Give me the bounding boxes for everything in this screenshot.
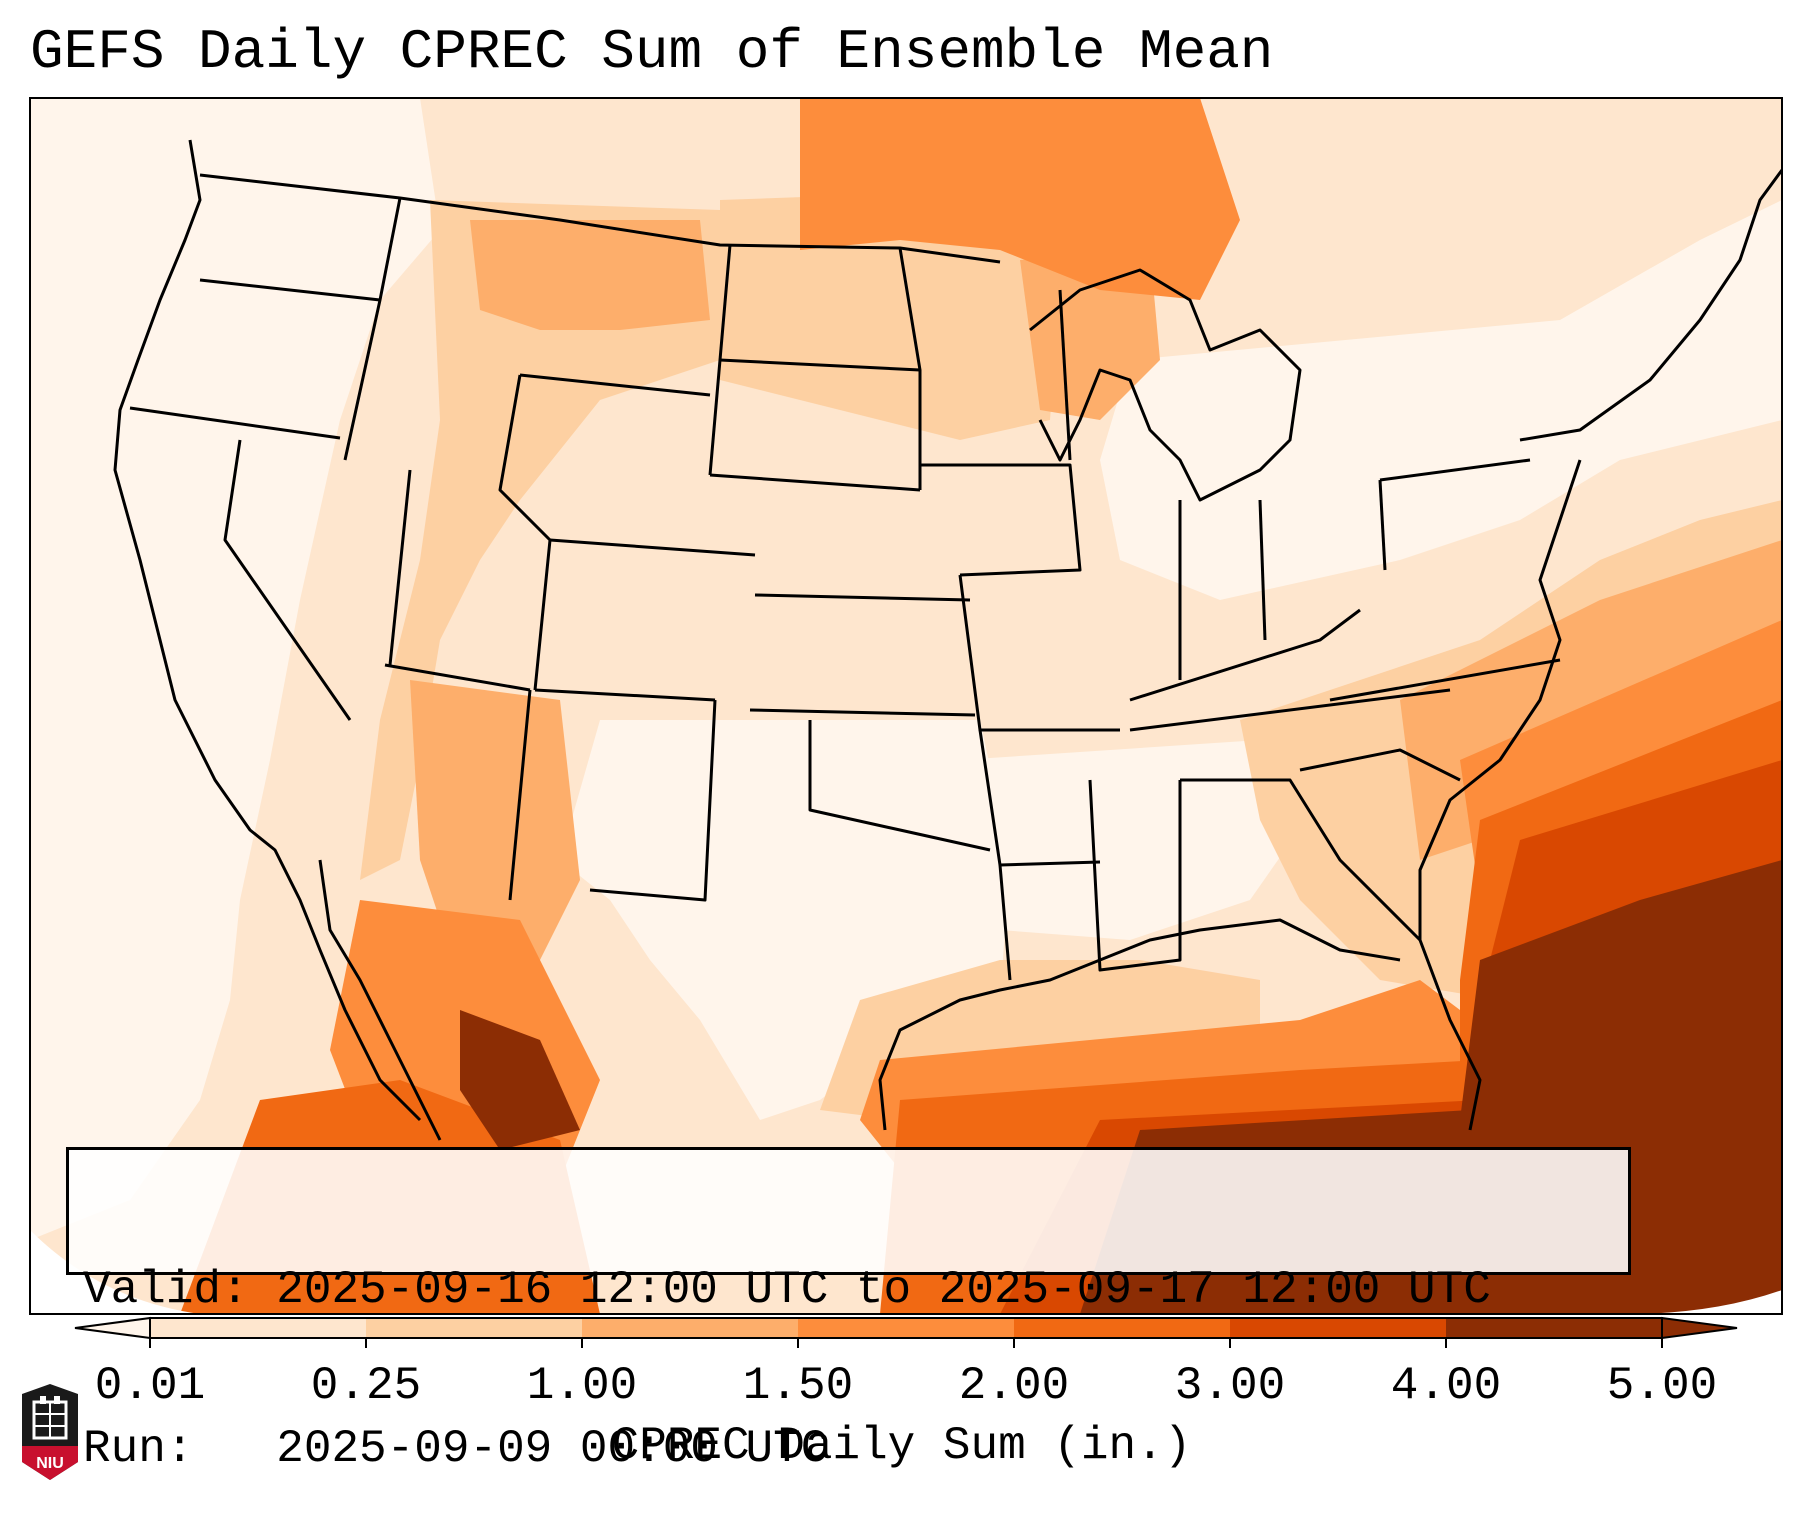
state-line-wa-or (199, 278, 381, 302)
state-line-ok-tx (808, 720, 991, 852)
precip-area-lightest-northeast (1100, 200, 1782, 600)
state-line-sd-ne (709, 473, 921, 492)
state-line-oh-pa (1378, 479, 1387, 571)
state-line-ky (1129, 608, 1361, 702)
state-line-mt-nd (708, 244, 732, 476)
coastline-east (1418, 459, 1582, 1131)
colorbar-tick-label: 0.01 (95, 1360, 205, 1412)
state-line-nv-ut (388, 469, 412, 666)
precip-area-lightest-west (30, 98, 440, 1240)
coastline-northeast (1519, 169, 1782, 442)
colorbar-label: CPREC Daily Sum (in.) (611, 1420, 1192, 1472)
state-line-nd-sd (719, 358, 921, 372)
state-line-ut-az (384, 663, 531, 692)
colorbar-outline (149, 1317, 1663, 1339)
state-line-in-oh (1258, 499, 1267, 641)
colorbar-segment (366, 1318, 583, 1338)
colorbar-tick-label: 2.00 (959, 1360, 1069, 1412)
state-line-id (343, 197, 402, 461)
great-lakes (1029, 268, 1302, 502)
precip-area-level4-northplains (800, 98, 1240, 300)
logo-text: NIU (36, 1455, 64, 1472)
map-outside-domain (30, 1230, 200, 1314)
state-line-ne-ks (754, 593, 971, 602)
colorbar-segment (1014, 1318, 1231, 1338)
colorbar-segment (1230, 1318, 1447, 1338)
info-box: Valid: 2025-09-16 12:00 UTC to 2025-09-1… (66, 1147, 1631, 1475)
state-line-ga-fl (1180, 778, 1422, 942)
state-line-la (998, 864, 1012, 981)
colorbar-tick-label: 1.50 (743, 1360, 853, 1412)
run-time-text: Run: 2025-09-09 00:00 UTC (83, 1423, 829, 1475)
state-line-ks-ok (749, 708, 976, 717)
state-line-ms-al (1088, 779, 1182, 972)
state-line-sc-nc (1299, 748, 1461, 782)
state-line-tn (1129, 688, 1451, 732)
state-boundaries (113, 139, 1782, 1141)
map-frame (29, 97, 1783, 1315)
state-line-ut-wy (498, 374, 552, 691)
state-line-pa-ny (1379, 458, 1531, 482)
state-line-or-ca (129, 406, 341, 440)
state-line-ca-nv (223, 439, 352, 721)
colorbar-segment (1446, 1318, 1663, 1338)
colorbar-tick-label: 4.00 (1391, 1360, 1501, 1412)
state-line-az-nm (508, 689, 532, 901)
border-canada-us (199, 173, 1001, 264)
coastline-gulf (878, 918, 1401, 1131)
precip-area-lightest-southeast-inland (960, 740, 1320, 940)
precip-area-level3-mountain (470, 220, 710, 330)
colorbar-segment (798, 1318, 1015, 1338)
colorbar-tick-label: 0.25 (311, 1360, 421, 1412)
precip-area-level7-mexico (460, 1010, 580, 1150)
state-line-wy-co (549, 538, 756, 557)
state-line-nm-tx (589, 699, 717, 902)
map-outside-domain-right (1640, 1290, 1782, 1314)
colorbar-tick-label: 5.00 (1607, 1360, 1717, 1412)
precip-area-level2-rockies (360, 200, 720, 880)
state-line-mt-wy (519, 373, 711, 397)
colorbar-tick-label: 3.00 (1175, 1360, 1285, 1412)
page-title: GEFS Daily CPREC Sum of Ensemble Mean (30, 20, 1274, 84)
colorbar-extend-max (1661, 1316, 1738, 1340)
state-line-wi (1058, 289, 1072, 461)
colorbar: 0.01 0.25 1.00 1.50 2.00 3.00 4.00 5.00 (74, 1316, 1738, 1412)
colorbar-segment (150, 1318, 367, 1338)
state-line-nd-mn (898, 247, 922, 490)
valid-time-text: Valid: 2025-09-16 12:00 UTC to 2025-09-1… (83, 1264, 1491, 1316)
niu-logo: NIU (22, 1384, 78, 1480)
state-line-va-nc (1329, 658, 1561, 702)
state-line-co-nm (534, 688, 716, 702)
colorbar-segment (582, 1318, 799, 1338)
precip-area-level2-plains (720, 190, 1060, 440)
coastline-baja (318, 859, 442, 1141)
colorbar-tick-label: 1.00 (527, 1360, 637, 1412)
state-line-ia (920, 463, 1082, 577)
coastline-west (113, 139, 422, 1122)
